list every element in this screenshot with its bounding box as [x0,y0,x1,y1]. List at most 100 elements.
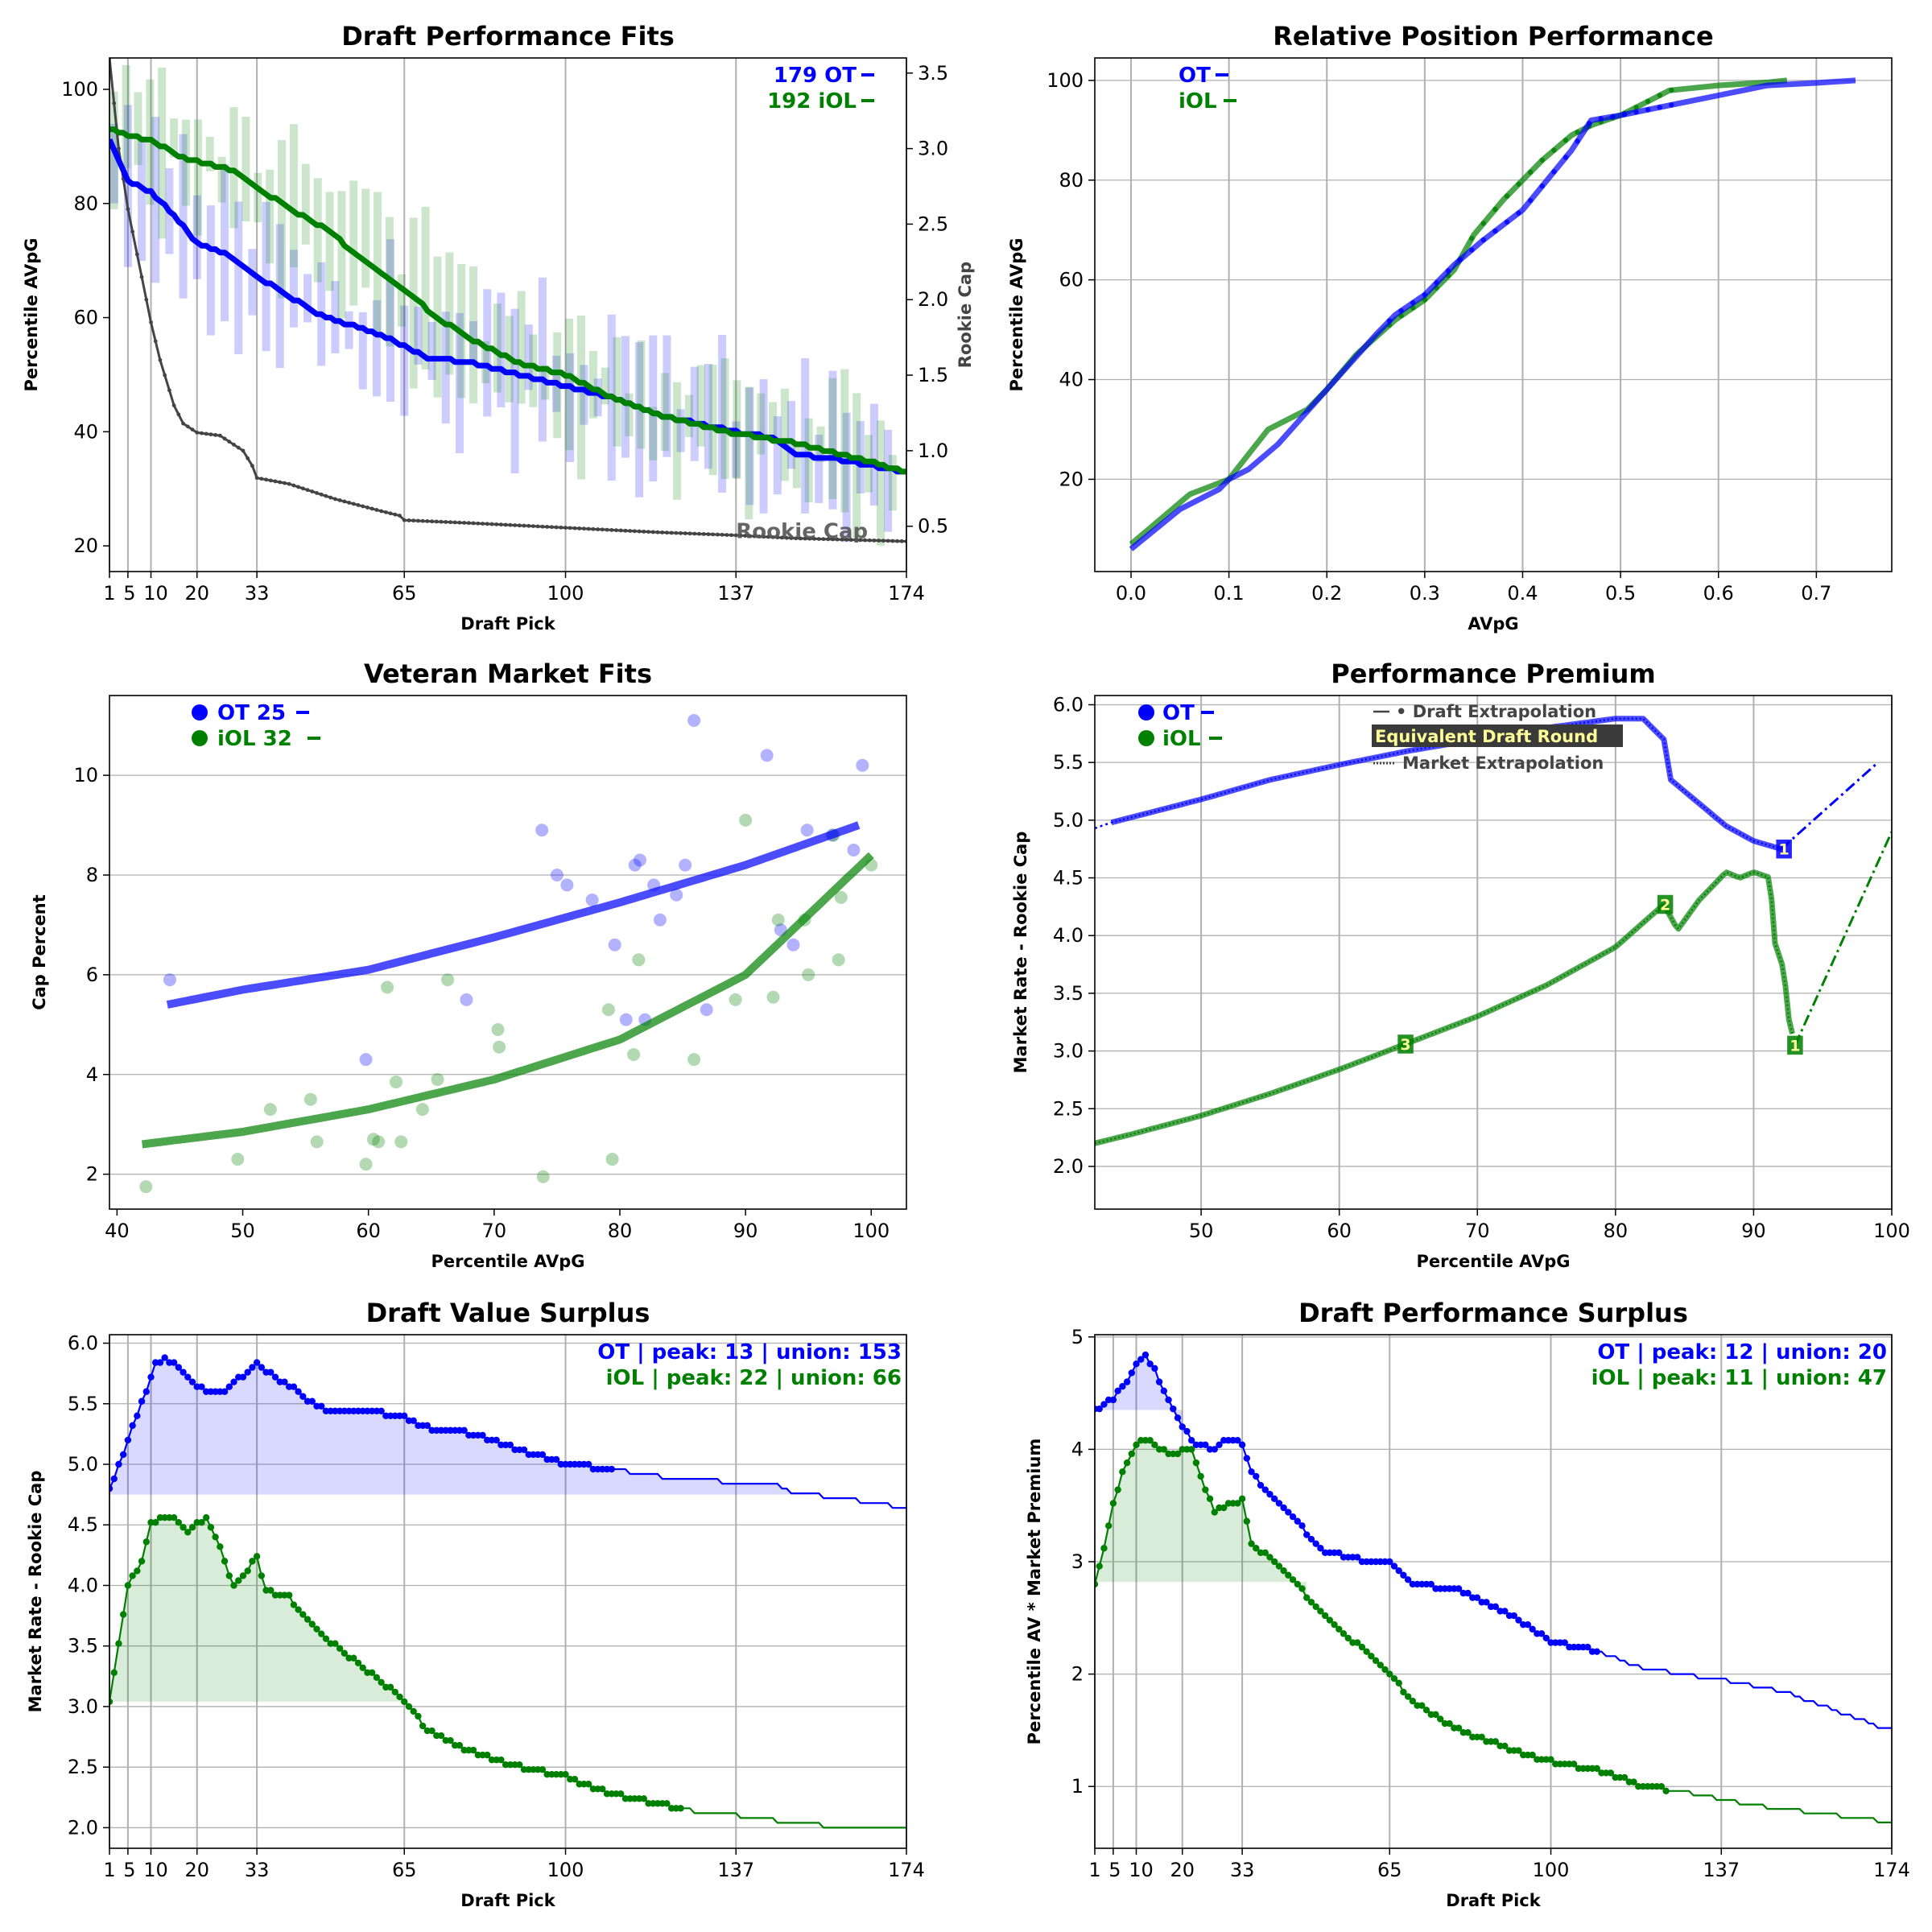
series-point [1160,1387,1168,1395]
series-point [1445,268,1451,274]
variance-bar [262,201,270,352]
variance-bar [759,379,768,514]
round-marker-label: 2 [1660,897,1670,914]
series-point [1446,1719,1453,1728]
legend-marker [192,730,208,746]
y-tick-label: 5.0 [1053,809,1084,832]
scatter-point-ot [687,713,701,727]
series-point [1669,87,1674,93]
chart-title: Draft Performance Fits [341,21,675,52]
series-point [1504,219,1510,225]
scatter-point-ot [550,868,564,881]
rookie-cap-point [886,539,890,543]
rookie-cap-point [117,147,121,151]
series-point [221,1558,229,1565]
rookie-cap-point [840,537,844,542]
rookie-cap-point [485,522,489,526]
variance-bar [649,407,658,460]
rookie-cap-point [383,510,388,514]
series-point [1473,1594,1481,1601]
y-axis-label: Market Rate - Rookie Cap [26,1471,45,1713]
rookie-cap-point [545,525,550,529]
series-point [1418,1702,1426,1709]
variance-bar [386,239,395,402]
series-point [1261,1549,1269,1557]
variance-bar [580,365,588,425]
panel-p3: Veteran Market Fits 40 50 60 70 80 90 100 2 4 6 8 10… [30,658,907,1271]
y-axis-label: Cap Percent [30,894,49,1010]
series-point [1633,105,1639,110]
series-point [1524,1620,1532,1629]
rookie-cap-point [315,491,319,495]
variance-bar [637,340,646,449]
series-point [239,1373,247,1381]
panel-p2: Relative Position Performance 0.0 0.1 0.2 0.… [1007,21,1893,634]
series-point [1257,1481,1265,1489]
scatter-point-iol [441,973,455,987]
variance-bar [708,364,717,476]
y-tick-label: 4.5 [68,1513,98,1536]
scatter-point-ot [460,993,473,1006]
rookie-cap-point [743,534,748,538]
rookie-cap-point [572,526,577,530]
series-point [1504,193,1510,199]
x-tick-label: 137 [717,1859,754,1881]
series-point [1593,1648,1600,1655]
rookie-cap-point [872,538,877,543]
rookie-cap-point [674,530,679,535]
series-point [253,1553,261,1560]
series-point [1253,1472,1260,1480]
y-axis-label: Market Rate - Rookie Cap [1011,832,1030,1074]
market-dotted-iol [1095,871,1794,1145]
series-point [1409,1697,1417,1705]
x-tick-label: 40 [105,1220,130,1242]
x-tick-label: 0.0 [1116,582,1146,605]
series-point [267,1587,275,1594]
series-point [318,1402,325,1410]
series-point [1317,1608,1324,1615]
variance-bar [828,370,837,510]
x-axis-label: AVpG [1468,614,1518,634]
rookie-cap-point [503,522,508,527]
x-tick-label: 33 [245,582,270,605]
series-point [1096,1405,1103,1413]
variance-bar [888,455,897,511]
series-point [1096,1563,1103,1570]
series-point [1464,1729,1472,1736]
series-point [640,1795,648,1802]
series-point [198,1383,205,1390]
series-point [1539,157,1546,163]
y-tick-label: 4.5 [1053,867,1084,890]
variance-bar [325,192,334,291]
series-point [1358,1643,1366,1651]
x-tick-label: 100 [1873,1220,1910,1242]
variance-bar [635,342,644,497]
rookie-cap-point [171,403,176,407]
series-point [1561,1639,1568,1646]
rookie-cap-point [499,522,503,527]
legend-label: OT 25 [217,701,286,725]
rookie-cap-point [448,520,452,525]
series-point [1128,1450,1135,1458]
series-point [1510,1612,1517,1620]
series-point [202,1514,210,1521]
rookie-cap-point [665,530,669,535]
series-point [341,1649,349,1657]
series-point [663,1800,671,1807]
series-point [1211,1446,1218,1453]
rookie-cap-point [402,518,407,522]
series-point [115,1640,122,1647]
variance-bar [345,311,353,349]
series-point [258,1572,266,1579]
legend-label: OT | peak: 13 | union: 153 [597,1340,902,1364]
rookie-cap-point [365,506,369,510]
rookie-cap-point [812,536,816,541]
rookie-cap-point [863,538,867,543]
variance-bar [601,367,609,405]
series-point [396,1693,403,1701]
rookie-cap-point [278,480,283,485]
rookie-cap-point [494,522,499,526]
scatter-point-iol [381,980,394,994]
variance-bar [732,421,741,478]
series-point [428,1727,436,1735]
